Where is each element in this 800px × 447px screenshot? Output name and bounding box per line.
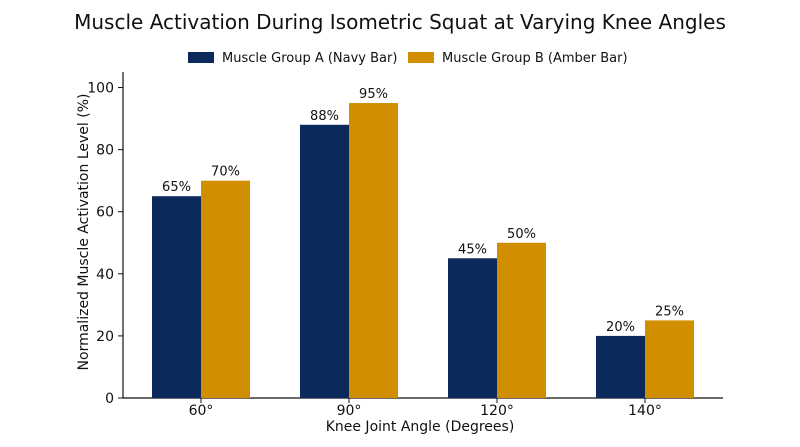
muscle-group-b-data-label: 70% — [211, 165, 240, 180]
legend-swatch-muscle-group-b — [408, 52, 434, 63]
y-tick-label: 100 — [87, 81, 114, 97]
bars — [152, 103, 694, 399]
x-tick-label: 90° — [337, 403, 362, 419]
legend-label-muscle-group-a: Muscle Group A (Navy Bar) — [222, 51, 397, 66]
muscle-group-a-data-label: 65% — [162, 180, 191, 195]
chart-title: Muscle Activation During Isometric Squat… — [74, 10, 726, 34]
muscle-group-b-bar — [201, 180, 250, 398]
muscle-group-b-bar — [645, 320, 694, 398]
x-tick-label: 140° — [628, 403, 662, 419]
x-tick-label: 60° — [189, 403, 214, 419]
muscle-group-a-bar — [596, 335, 645, 398]
y-tick-label: 0 — [105, 391, 114, 407]
muscle-group-a-bar — [152, 196, 201, 398]
x-axis-ticks: 60° 90° 120° 140° — [189, 398, 662, 419]
y-tick-label: 20 — [96, 329, 114, 345]
legend: Muscle Group A (Navy Bar) Muscle Group B … — [188, 51, 628, 66]
muscle-group-b-data-label: 25% — [655, 304, 684, 319]
legend-swatch-muscle-group-a — [188, 52, 214, 63]
muscle-group-b-data-label: 50% — [507, 227, 536, 242]
muscle-group-b-bar — [349, 103, 398, 399]
data-labels: 65% 88% 45% 20% 70% 95% 50% 25% — [162, 87, 684, 335]
muscle-group-a-data-label: 20% — [606, 320, 635, 335]
muscle-group-a-bar — [448, 258, 497, 398]
y-tick-label: 80 — [96, 143, 114, 159]
muscle-group-b-bar — [497, 242, 546, 398]
y-axis-label: Normalized Muscle Activation Level (%) — [76, 94, 92, 371]
y-axis-ticks: 0 20 40 60 80 100 — [87, 81, 123, 407]
x-tick-label: 120° — [480, 403, 514, 419]
legend-label-muscle-group-b: Muscle Group B (Amber Bar) — [442, 51, 628, 66]
muscle-group-a-data-label: 88% — [310, 109, 339, 124]
y-tick-label: 40 — [96, 267, 114, 283]
muscle-group-a-data-label: 45% — [458, 242, 487, 257]
x-axis-label: Knee Joint Angle (Degrees) — [326, 419, 515, 435]
muscle-group-b-data-label: 95% — [359, 87, 388, 102]
y-tick-label: 60 — [96, 205, 114, 221]
muscle-group-a-bar — [300, 124, 349, 399]
